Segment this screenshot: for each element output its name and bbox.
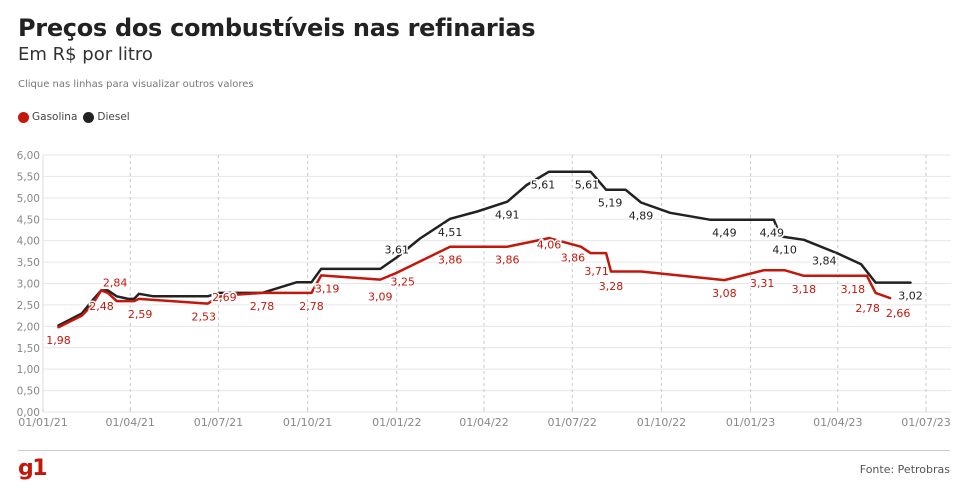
- series-line-diesel[interactable]: [57, 170, 912, 327]
- y-tick-label: 2,00: [17, 321, 40, 333]
- x-tick-label: 01/04/23: [813, 416, 862, 429]
- x-tick-label: 01/07/21: [194, 416, 243, 429]
- data-label-diesel: 5,61: [531, 179, 556, 192]
- data-label-gasolina: 2,84: [103, 276, 128, 289]
- data-label-gasolina: 3,19: [315, 282, 340, 295]
- g1-logo: g1: [18, 456, 48, 481]
- y-axis: 0,00 0,50 1,00 1,50 2,00 2,50 3,00 3,50 4,00 4,50…: [17, 150, 40, 419]
- data-label-diesel: 5,19: [598, 197, 623, 210]
- data-label-gasolina: 4,06: [537, 238, 562, 251]
- data-label-diesel: 4,49: [712, 227, 737, 240]
- y-tick-label: 4,50: [17, 214, 40, 226]
- data-label-diesel: 4,10: [772, 243, 797, 256]
- data-labels: 3,61 4,51 4,91 5,61 5,61 5,19 4,89 4,49 4,49 4,10…: [45, 177, 924, 348]
- legend-label-diesel: Diesel: [97, 111, 130, 123]
- series-line-gasolina[interactable]: [57, 236, 892, 329]
- series-lines: [57, 170, 912, 329]
- data-label-diesel: 4,91: [495, 209, 520, 222]
- x-tick-label: 01/04/21: [106, 416, 155, 429]
- data-label-gasolina: 3,09: [368, 291, 393, 304]
- data-label-gasolina: 2,78: [250, 300, 275, 313]
- source-text: Fonte: Petrobras: [859, 463, 950, 476]
- diesel-dot-icon: [83, 111, 95, 123]
- x-tick-label: 01/01/23: [726, 416, 775, 429]
- footer-divider: [18, 450, 950, 451]
- data-label-diesel: 4,51: [438, 226, 463, 239]
- y-tick-label: 5,00: [17, 193, 40, 205]
- data-label-diesel: 3,84: [812, 255, 837, 268]
- data-label-gasolina: 3,86: [561, 252, 586, 265]
- y-tick-label: 5,50: [17, 171, 40, 183]
- y-tick-label: 6,00: [17, 150, 40, 162]
- data-label-gasolina: 2,66: [886, 307, 911, 320]
- x-tick-label: 01/07/23: [901, 416, 950, 429]
- x-tick-label: 01/10/21: [283, 416, 332, 429]
- data-label-gasolina: 2,48: [89, 300, 114, 313]
- data-label-gasolina: 3,18: [841, 283, 866, 296]
- chart-hint: Clique nas linhas para visualizar outros…: [18, 79, 254, 90]
- chart-title: Preços dos combustíveis nas refinarias: [18, 14, 536, 42]
- data-label-gasolina: 3,28: [599, 280, 624, 293]
- x-axis: 01/01/21 01/04/21 01/07/21 01/10/21 01/01/22…: [18, 408, 951, 429]
- data-label-diesel: 5,61: [575, 179, 600, 192]
- data-label-gasolina: 2,53: [192, 311, 217, 324]
- data-label-gasolina: 3,31: [750, 277, 775, 290]
- y-tick-label: 3,00: [17, 279, 40, 291]
- y-tick-label: 2,50: [17, 300, 40, 312]
- x-tick-label: 01/07/22: [548, 416, 597, 429]
- data-label-diesel: 4,49: [760, 227, 785, 240]
- data-label-gasolina: 2,59: [128, 308, 153, 321]
- y-tick-label: 3,50: [17, 257, 40, 269]
- data-label-gasolina: 3,86: [438, 254, 463, 267]
- line-chart: 0,00 0,50 1,00 1,50 2,00 2,50 3,00 3,50 4,00 4,50…: [17, 150, 951, 429]
- data-label-gasolina: 3,25: [391, 276, 416, 289]
- data-label-gasolina: 2,78: [855, 302, 880, 315]
- legend-label-gasolina: Gasolina: [32, 111, 78, 123]
- legend: Gasolina Diesel: [18, 111, 136, 123]
- grid: [42, 154, 951, 413]
- data-label-diesel: 3,02: [898, 290, 923, 303]
- data-label-diesel: 4,89: [629, 210, 654, 223]
- data-label-gasolina: 2,78: [299, 300, 324, 313]
- data-label-gasolina: 3,86: [495, 254, 520, 267]
- data-label-gasolina: 3,71: [584, 265, 609, 278]
- y-tick-label: 1,00: [17, 364, 40, 376]
- x-tick-label: 01/01/22: [372, 416, 421, 429]
- legend-item-gasolina[interactable]: Gasolina: [18, 111, 77, 123]
- y-tick-label: 0,50: [17, 386, 40, 398]
- x-tick-label: 01/10/22: [637, 416, 686, 429]
- data-label-gasolina: 3,08: [712, 287, 737, 300]
- gasolina-dot-icon: [18, 111, 29, 123]
- legend-item-diesel[interactable]: Diesel: [83, 111, 130, 123]
- x-tick-label: 01/01/21: [18, 416, 67, 429]
- data-label-gasolina: 2,69: [212, 291, 237, 304]
- data-label-gasolina: 3,18: [792, 283, 817, 296]
- data-label-diesel: 3,61: [385, 243, 410, 256]
- data-label-gasolina: 1,98: [46, 334, 71, 347]
- y-tick-label: 4,00: [17, 236, 40, 248]
- y-tick-label: 1,50: [17, 343, 40, 355]
- chart-subtitle: Em R$ por litro: [18, 44, 153, 65]
- y-tick-label: 0,00: [17, 407, 40, 419]
- x-tick-label: 01/04/22: [459, 416, 508, 429]
